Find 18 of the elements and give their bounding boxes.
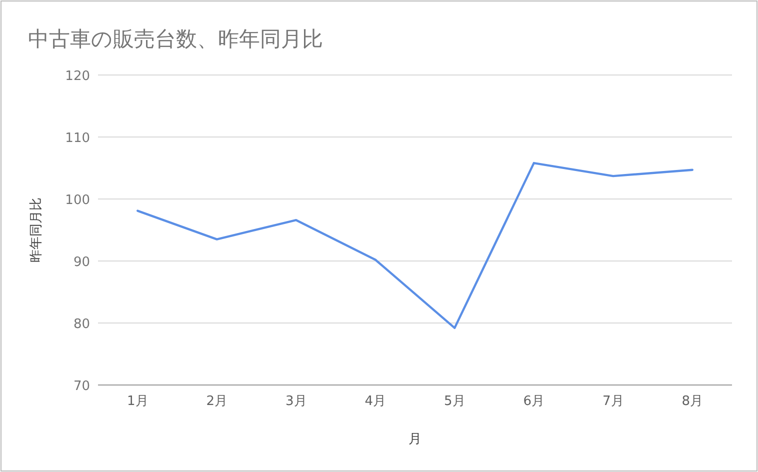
y-tick-label: 70 bbox=[73, 379, 90, 394]
x-tick-label: 8月 bbox=[682, 394, 704, 409]
line-series bbox=[136, 162, 694, 330]
x-tick-label: 2月 bbox=[206, 394, 228, 409]
y-tick-label: 80 bbox=[73, 317, 90, 332]
x-axis-title: 月 bbox=[408, 432, 422, 447]
x-tick-label: 1月 bbox=[126, 394, 148, 409]
y-tick-label: 120 bbox=[65, 69, 90, 84]
x-tick-label: 5月 bbox=[444, 394, 466, 409]
y-tick-label: 90 bbox=[73, 255, 90, 270]
x-tick-label: 4月 bbox=[364, 394, 386, 409]
y-tick-label: 110 bbox=[65, 131, 90, 146]
x-tick-label: 6月 bbox=[523, 394, 545, 409]
chart-title: 中古車の販売台数、昨年同月比 bbox=[28, 27, 323, 51]
y-axis-title: 昨年同月比 bbox=[29, 198, 44, 262]
x-tick-label: 3月 bbox=[285, 394, 307, 409]
x-tick-label: 7月 bbox=[602, 394, 624, 409]
y-tick-label: 100 bbox=[65, 193, 90, 208]
